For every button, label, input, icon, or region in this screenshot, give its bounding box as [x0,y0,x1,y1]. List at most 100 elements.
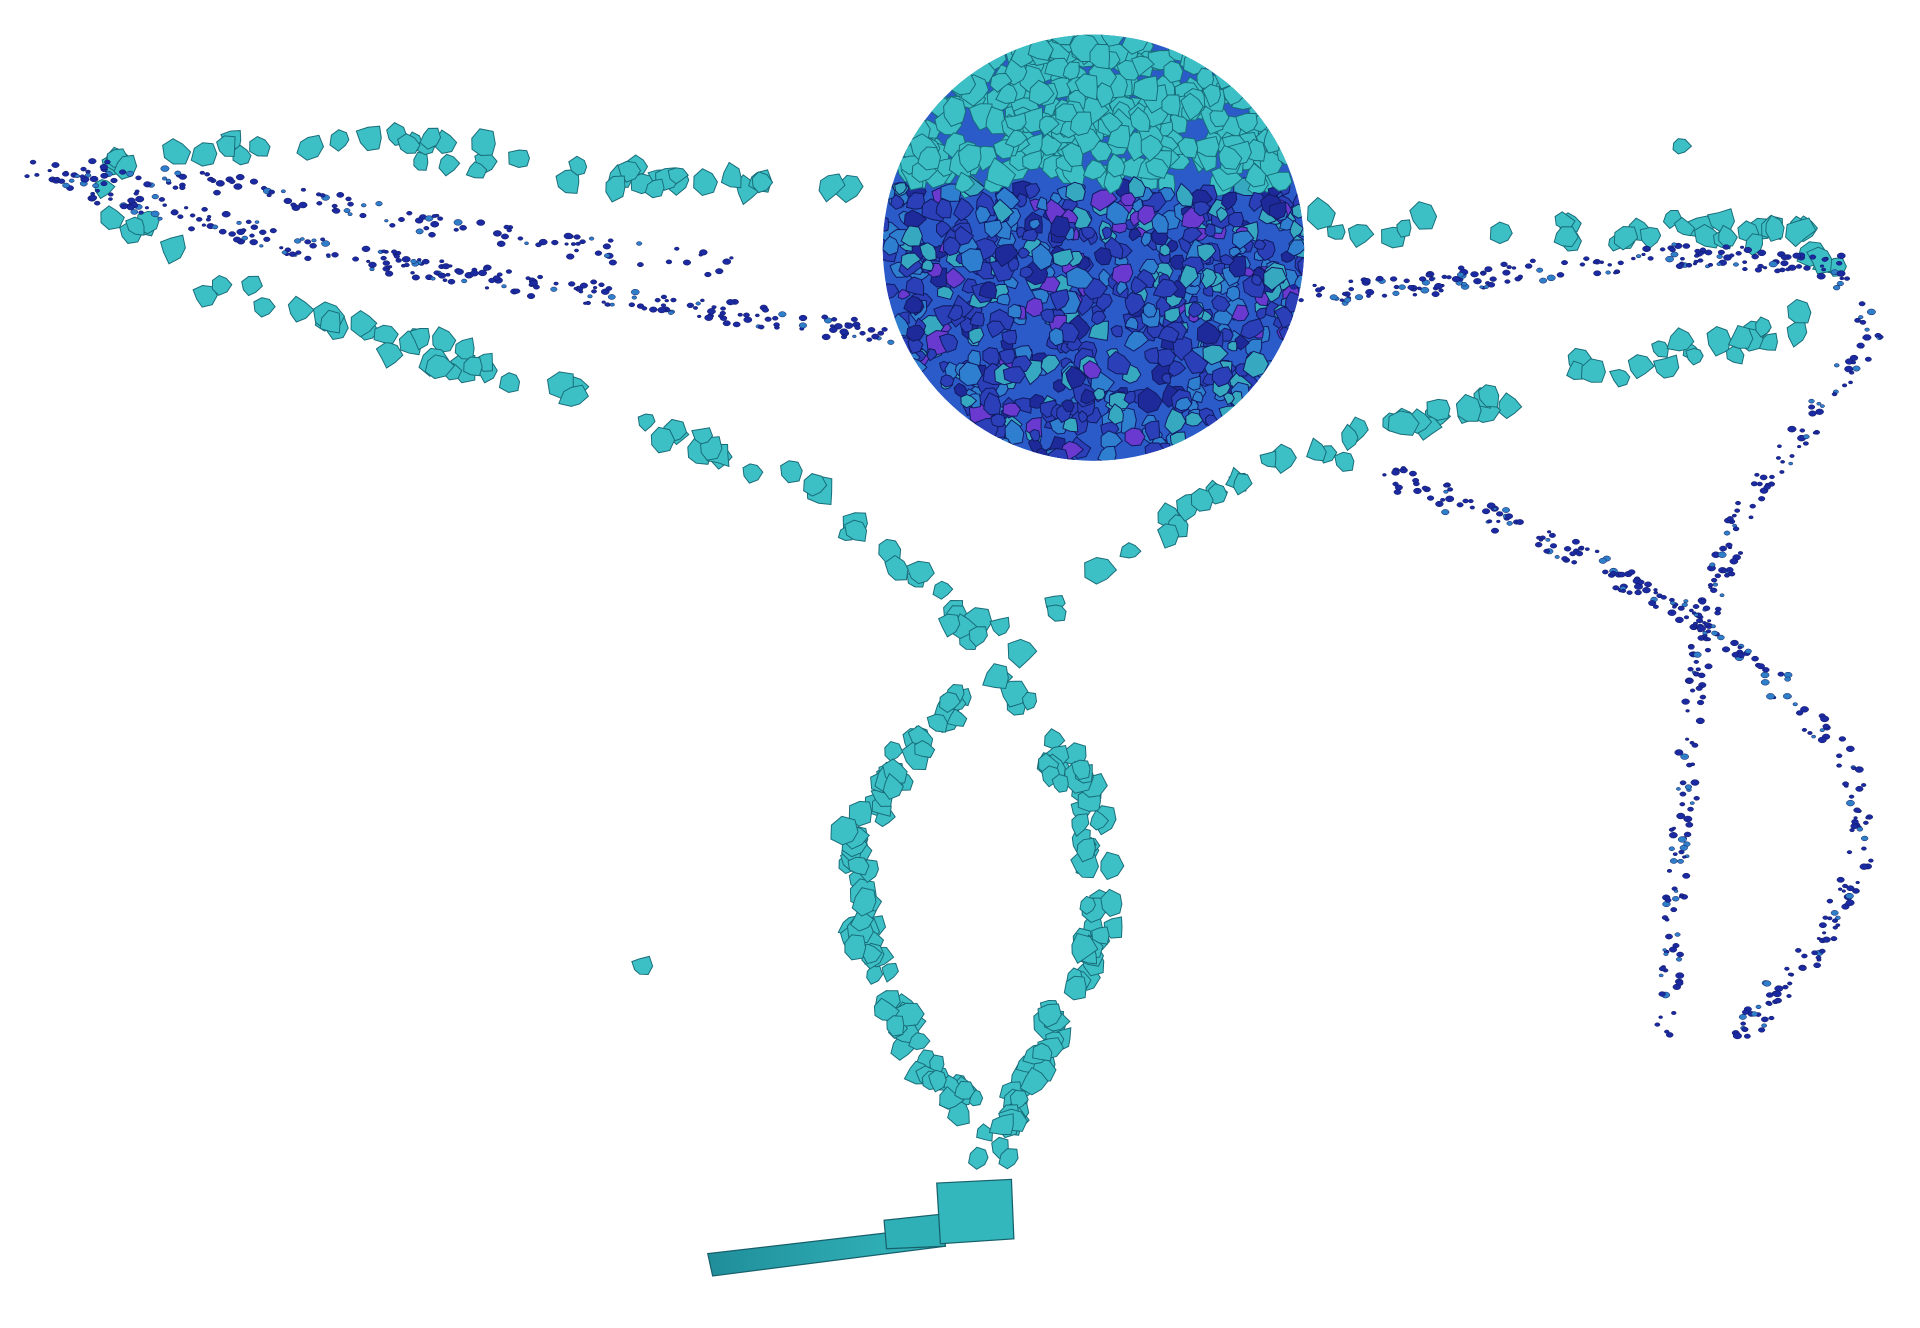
particle [1683,831,1692,838]
particle [1648,600,1657,606]
particle [1348,287,1355,292]
particle [852,334,857,338]
particle [488,277,496,284]
particle [320,237,326,242]
particle [1142,301,1158,318]
particle [1716,254,1723,259]
particle [1549,543,1558,549]
particle [982,346,1000,365]
particle [1341,423,1359,452]
particle [1661,915,1669,920]
particle [1795,264,1803,269]
particle [1251,273,1263,286]
particle [1222,392,1235,406]
particle [592,286,598,290]
particle [1420,287,1430,294]
particle [62,171,70,177]
particle [1052,248,1074,267]
particle [57,178,66,184]
particle [1396,219,1412,238]
particle [395,258,402,263]
particle [1766,693,1775,700]
particle [1644,245,1651,251]
particle [905,276,925,296]
particle [866,965,884,985]
particle [366,259,371,263]
particle [960,394,978,409]
particle [1800,706,1809,713]
particle [144,206,150,210]
particle [309,243,317,249]
particle [172,185,179,190]
particle [133,191,139,196]
particle [1130,275,1148,295]
particle [1679,844,1688,851]
particle [1256,307,1268,321]
particle [1786,322,1808,348]
particle [1004,419,1025,446]
particle [1291,203,1305,219]
particle [151,193,159,200]
particle [668,310,674,315]
particle [1161,94,1181,117]
particle [967,349,982,367]
particle [135,175,142,181]
particle [1107,350,1132,375]
particle [636,241,643,246]
particle [1347,223,1375,249]
particle [190,142,218,167]
particle [431,214,437,218]
particle [296,134,325,161]
particle [1784,966,1790,971]
particle [1836,876,1845,883]
particle [178,173,187,180]
particle [94,200,101,206]
particle [1196,243,1217,263]
particle [1259,450,1277,468]
sphere-particles [882,34,1305,461]
particle [205,217,211,222]
particle [47,168,52,173]
particle [1664,896,1671,901]
particle [1836,260,1843,266]
particle [51,162,60,168]
particle [1613,271,1618,275]
particle [391,249,398,254]
particle [189,213,196,218]
particle [279,246,284,250]
particle [1440,498,1446,502]
particle [1441,509,1450,516]
particle [722,258,732,265]
particle [1490,527,1499,534]
particle [235,174,245,181]
particle [1735,500,1741,506]
particle [1676,812,1686,820]
particle [666,308,671,312]
particle [157,216,163,221]
particle [743,316,753,323]
particle [1695,667,1701,672]
particle [1653,588,1658,592]
particle [1831,392,1838,397]
particle [1725,567,1734,573]
particle [74,174,80,178]
particle [1816,936,1821,941]
particle [691,427,714,445]
particle [1169,254,1185,270]
particle [871,333,880,340]
particle [1253,239,1267,250]
particle [665,259,673,265]
particle [1694,248,1701,254]
particle [1071,759,1091,781]
particle [995,82,1018,104]
particle [1739,245,1745,249]
particle [657,306,666,314]
particle [1389,276,1398,282]
particle [1658,991,1666,997]
particle [1849,828,1855,833]
particle [998,1148,1019,1170]
particle [1492,507,1498,511]
particle [1777,444,1782,448]
particle [1817,736,1827,744]
particle [573,286,578,291]
